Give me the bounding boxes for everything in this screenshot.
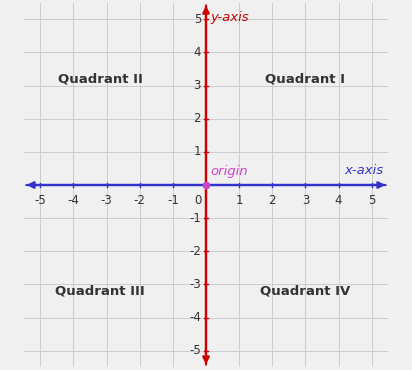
- Text: 2: 2: [269, 194, 276, 207]
- Text: 0: 0: [194, 194, 202, 207]
- Text: 1: 1: [235, 194, 243, 207]
- Text: 4: 4: [194, 46, 201, 59]
- Text: 3: 3: [302, 194, 309, 207]
- Text: -2: -2: [189, 245, 201, 258]
- Text: 5: 5: [368, 194, 375, 207]
- Text: -4: -4: [189, 311, 201, 324]
- Text: Quadrant IV: Quadrant IV: [260, 285, 351, 297]
- Text: Quadrant I: Quadrant I: [265, 73, 345, 85]
- Text: -4: -4: [68, 194, 80, 207]
- Text: -3: -3: [101, 194, 112, 207]
- Text: x-axis: x-axis: [344, 164, 383, 177]
- Text: 2: 2: [194, 112, 201, 125]
- Text: 1: 1: [194, 145, 201, 158]
- Text: -1: -1: [189, 212, 201, 225]
- Text: -1: -1: [167, 194, 179, 207]
- Text: 3: 3: [194, 79, 201, 92]
- Text: 5: 5: [194, 13, 201, 26]
- Text: Quadrant II: Quadrant II: [58, 73, 143, 85]
- Text: -2: -2: [134, 194, 146, 207]
- Text: -3: -3: [189, 278, 201, 291]
- Text: y-axis: y-axis: [210, 11, 248, 24]
- Text: 4: 4: [335, 194, 342, 207]
- Text: Quadrant III: Quadrant III: [55, 285, 145, 297]
- Text: -5: -5: [35, 194, 46, 207]
- Text: origin: origin: [210, 165, 248, 178]
- Text: -5: -5: [189, 344, 201, 357]
